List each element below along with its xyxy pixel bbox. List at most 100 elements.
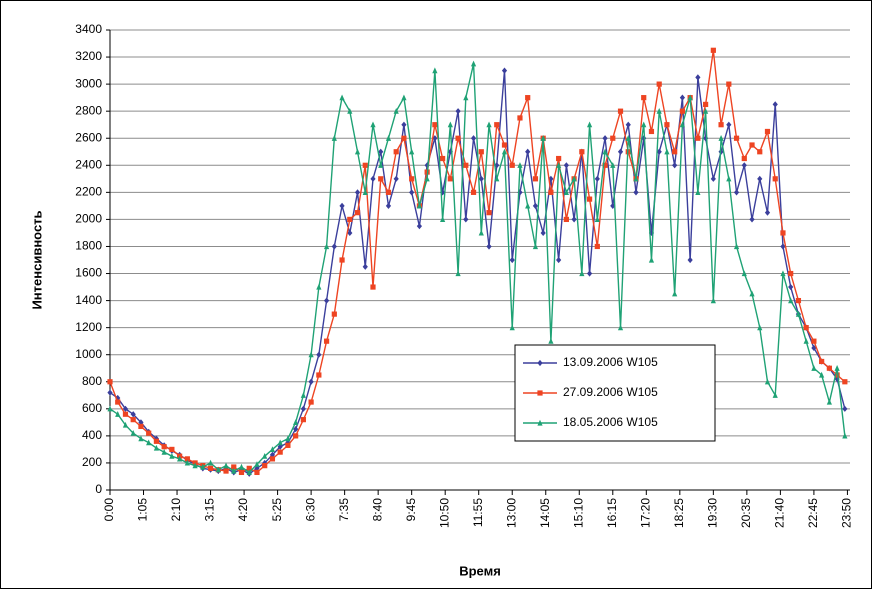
point — [501, 67, 508, 74]
x-tick-label: 1:05 — [136, 498, 150, 522]
point — [277, 443, 283, 450]
point — [826, 398, 832, 405]
point — [537, 359, 543, 367]
point — [416, 202, 423, 209]
point — [509, 324, 515, 331]
point — [556, 155, 562, 162]
legend-label: 13.09.2006 W105 — [563, 355, 658, 369]
point — [537, 390, 543, 396]
point — [532, 243, 539, 250]
point — [393, 149, 399, 155]
point — [525, 148, 531, 155]
point — [293, 419, 299, 425]
x-tick-label: 20:35 — [739, 498, 753, 528]
point — [385, 135, 392, 141]
point — [238, 463, 245, 470]
point — [316, 283, 322, 290]
point — [316, 351, 322, 358]
point — [153, 444, 160, 451]
point — [478, 229, 484, 236]
point — [764, 209, 771, 216]
point — [602, 135, 608, 142]
point — [834, 372, 840, 378]
series-line — [109, 63, 846, 474]
point — [672, 162, 678, 169]
point — [703, 101, 709, 108]
point — [161, 448, 167, 455]
point — [416, 223, 423, 230]
point — [432, 122, 438, 128]
point — [733, 135, 740, 141]
point — [795, 297, 802, 304]
point — [455, 135, 461, 141]
point — [339, 202, 345, 209]
point — [254, 461, 260, 467]
point — [749, 216, 755, 223]
point — [339, 94, 345, 101]
point — [679, 108, 686, 114]
point — [548, 189, 554, 195]
y-tick-label: 2600 — [75, 130, 102, 144]
point — [409, 176, 415, 182]
x-tick-label: 19:30 — [706, 498, 720, 528]
point — [354, 189, 361, 196]
point — [617, 148, 624, 155]
point — [231, 467, 237, 474]
point — [757, 149, 763, 155]
point — [842, 432, 848, 439]
point — [625, 121, 631, 128]
y-tick-label: 2800 — [75, 103, 102, 117]
point — [254, 469, 260, 476]
point — [277, 449, 283, 455]
point — [726, 175, 732, 182]
point — [641, 95, 647, 101]
point — [354, 210, 361, 216]
x-axis-title: Время — [459, 563, 501, 578]
point — [331, 311, 337, 317]
point — [641, 121, 647, 128]
point — [246, 465, 252, 471]
point — [602, 162, 608, 168]
point — [370, 284, 376, 290]
point — [764, 128, 771, 135]
point — [540, 135, 546, 141]
point — [107, 389, 113, 396]
point — [517, 115, 523, 121]
point — [594, 175, 600, 182]
point — [664, 148, 670, 155]
point — [161, 444, 167, 450]
point — [772, 392, 778, 398]
point — [648, 256, 655, 263]
point — [385, 189, 392, 195]
y-tick-label: 800 — [82, 374, 102, 388]
point — [556, 162, 562, 168]
point — [262, 452, 268, 459]
point — [378, 176, 384, 182]
point — [509, 162, 515, 168]
point — [362, 189, 368, 195]
point — [525, 95, 531, 101]
point — [710, 297, 716, 304]
point — [347, 216, 353, 223]
point — [672, 290, 678, 297]
point — [331, 135, 337, 141]
point — [803, 325, 809, 331]
point — [625, 135, 631, 141]
point — [757, 175, 763, 182]
point — [788, 283, 794, 291]
point — [254, 465, 260, 472]
point — [563, 216, 569, 223]
point — [486, 243, 492, 250]
point — [277, 439, 283, 446]
point — [733, 243, 740, 250]
point — [122, 405, 129, 412]
legend-label: 27.09.2006 W105 — [563, 385, 658, 399]
point — [262, 459, 268, 467]
point — [393, 175, 399, 182]
y-tick-label: 3000 — [75, 76, 102, 90]
point — [293, 426, 299, 433]
point — [300, 405, 306, 412]
point — [486, 121, 492, 128]
x-tick-label: 16:15 — [605, 498, 619, 528]
